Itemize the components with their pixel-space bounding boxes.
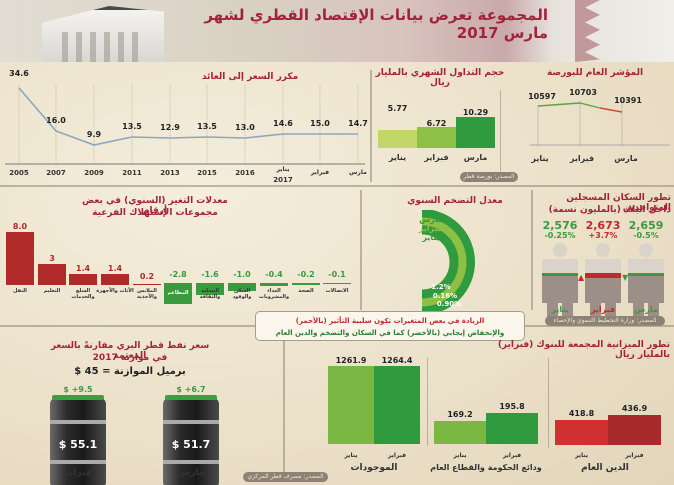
source-label: المصدر: بورصة قطر (460, 172, 518, 182)
banks-title: تطور الميزانية المجمعة للبنوك (فبراير) ب… (497, 340, 670, 360)
trading-volume-title: حجم التداول الشهري بالمليار ريال (375, 68, 505, 88)
triangle-up-icon: ▲ (578, 273, 585, 282)
divider (370, 70, 372, 182)
bar-feb (417, 127, 456, 148)
x-tick: يناير (276, 166, 290, 173)
person-icon (585, 243, 621, 325)
pe-ratio-title: مكرر السعر إلى العائد (201, 72, 299, 82)
header-banner: المجموعة تعرض بيانات الإقتصاد القطري لشه… (0, 0, 674, 62)
inflation-radial (421, 210, 475, 315)
note-line-1: الزيادة في بعض المتغيرات تكون سلبية التأ… (295, 317, 485, 325)
divider (360, 190, 362, 310)
bar-jan (378, 130, 417, 148)
oil-barrel-icon: $ 55.1 (50, 395, 106, 485)
x-tick: 2009 (84, 169, 104, 177)
pe-ratio-line (5, 85, 365, 165)
x-tick: فبراير (310, 169, 330, 176)
year-label: 2017 (273, 176, 293, 184)
stock-index-line (530, 100, 670, 147)
triangle-down-icon: ▼ (622, 273, 629, 282)
oil-barrel-icon: $ 51.7 (163, 395, 219, 485)
divider (0, 185, 674, 187)
inflation-title: معدل التضخم السنوي (407, 196, 503, 206)
source-label: المصدر: وزارة التخطيط التنموي والإحصاء (545, 316, 665, 326)
building-image (42, 6, 164, 62)
population-title-1: تطور السكان المسجلين المتواجدين (566, 193, 671, 213)
population-title-2: داخل البلاد (بالمليون نسمة) (548, 205, 671, 215)
note-box: الزيادة في بعض المتغيرات تكون سلبية التأ… (255, 311, 525, 341)
divider (500, 90, 501, 172)
person-icon (628, 243, 664, 325)
x-tick: 2007 (46, 169, 66, 177)
divider (283, 340, 285, 475)
qatar-flag-image (575, 0, 600, 62)
source-label: المصدر: مصرف قطر المركزي (243, 472, 328, 482)
x-tick: 2013 (160, 169, 180, 177)
x-tick: 2015 (197, 169, 217, 177)
x-tick: 2016 (235, 169, 255, 177)
x-tick: 2011 (122, 169, 142, 177)
x-tick: مارس (349, 169, 367, 176)
page-title: المجموعة تعرض بيانات الإقتصاد القطري لشه… (204, 6, 548, 42)
consumption-title-2: مجموعات الإستهلاك الفرعية (92, 208, 218, 218)
consumption-title-1: معدلات التغير (السنوي) في بعض أرقام (82, 196, 228, 216)
note-line-2: والإنخفاض إيجابي (بالأخضر) كما في السكان… (275, 329, 505, 337)
stock-index-title: المؤشر العام للبورصة (546, 68, 644, 78)
bar-mar (456, 117, 495, 148)
x-tick: 2005 (9, 169, 29, 177)
person-icon (542, 243, 578, 325)
divider (531, 190, 533, 310)
